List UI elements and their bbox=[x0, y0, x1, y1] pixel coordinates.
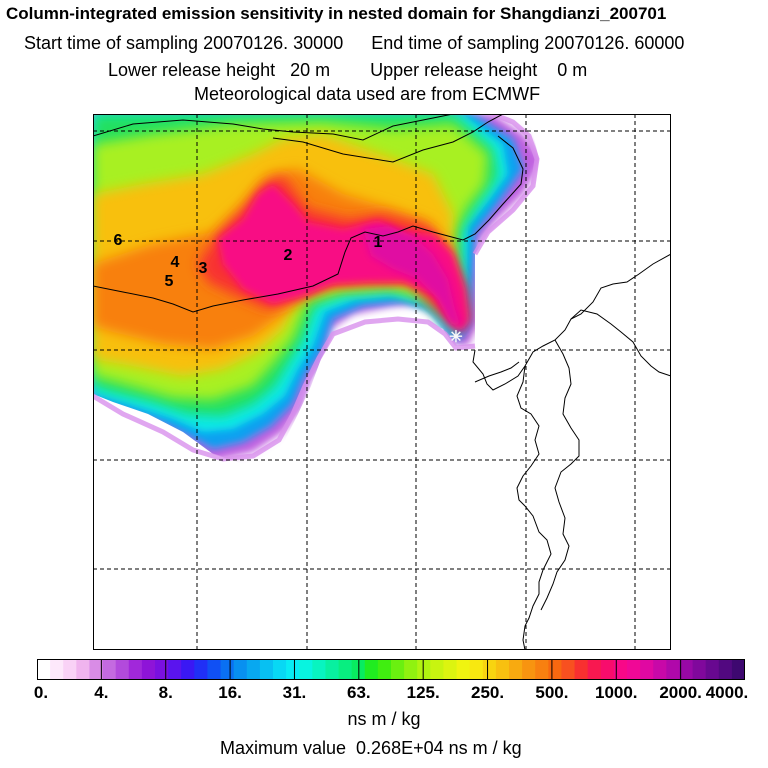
colorbar-cell bbox=[76, 659, 91, 680]
colorbar-tick-label: 500. bbox=[535, 683, 569, 702]
colorbar-cell bbox=[115, 659, 130, 680]
colorbar-tick-label: 31. bbox=[282, 683, 307, 702]
colorbar-cell bbox=[155, 659, 169, 680]
colorbar-cell bbox=[50, 659, 64, 680]
point-label-2: 2 bbox=[284, 247, 293, 264]
lower-release-label: Lower release height 20 m bbox=[108, 60, 331, 80]
colorbar-cell bbox=[286, 659, 300, 680]
coastlines bbox=[93, 114, 671, 650]
colorbar-cell bbox=[495, 659, 510, 680]
chart-title: Column-integrated emission sensitivity i… bbox=[6, 4, 667, 23]
colorbar-cell bbox=[338, 659, 353, 680]
start-time-label: Start time of sampling 20070126. 30000 bbox=[24, 33, 344, 53]
colorbar-cell bbox=[220, 659, 235, 680]
colorbar-cell bbox=[692, 659, 707, 680]
colorbar-cell bbox=[718, 659, 733, 680]
colorbar-cell bbox=[391, 659, 405, 680]
colorbar-tick-label: 8. bbox=[158, 683, 173, 702]
colorbar-cell bbox=[246, 659, 261, 680]
colorbar-cell bbox=[377, 659, 392, 680]
point-label-6: 6 bbox=[114, 232, 123, 249]
point-label-1: 1 bbox=[374, 234, 383, 251]
colorbar-cell bbox=[469, 659, 484, 680]
colorbar-cells bbox=[37, 659, 745, 680]
end-time-label: End time of sampling 20070126. 60000 bbox=[371, 33, 685, 53]
colorbar-cell bbox=[653, 659, 667, 680]
colorbar-cell bbox=[63, 659, 77, 680]
colorbar-cell bbox=[561, 659, 576, 680]
colorbar-cell bbox=[181, 659, 195, 680]
colorbar-cell bbox=[259, 659, 274, 680]
colorbar-cell bbox=[548, 659, 563, 680]
colorbar-cell bbox=[168, 659, 182, 680]
colorbar-cell bbox=[627, 659, 641, 680]
colorbar-tick-label: 4. bbox=[94, 683, 109, 702]
colorbar-cell bbox=[679, 659, 694, 680]
colorbar-cell bbox=[443, 659, 458, 680]
colorbar-tick-label: 63. bbox=[346, 683, 371, 702]
colorbar-cell bbox=[509, 659, 523, 680]
colorbar-cell bbox=[37, 659, 51, 680]
colorbar-cell bbox=[666, 659, 681, 680]
colorbar-cell bbox=[194, 659, 209, 680]
map-frame bbox=[93, 114, 671, 650]
colorbar-cell bbox=[207, 659, 222, 680]
colorbar-cell bbox=[456, 659, 471, 680]
release-height-line: Lower release height 20 m Upper release h… bbox=[108, 60, 587, 81]
colorbar-cell bbox=[600, 659, 615, 680]
colorbar-cell bbox=[325, 659, 340, 680]
colorbar-tick-label: 1000. bbox=[594, 683, 638, 702]
sensitivity-field bbox=[93, 114, 671, 650]
colorbar-frame bbox=[37, 659, 745, 680]
point-label-5: 5 bbox=[165, 273, 174, 290]
colorbar-cell bbox=[613, 659, 628, 680]
met-data-label: Meteorological data used are from ECMWF bbox=[194, 84, 541, 104]
colorbar-cell bbox=[430, 659, 445, 680]
upper-release-label: Upper release height 0 m bbox=[370, 60, 588, 80]
colorbar-tick-label: 2000. bbox=[659, 683, 702, 702]
colorbar bbox=[37, 659, 745, 680]
point-labels: 1 2 3 4 5 6 bbox=[114, 232, 383, 290]
colorbar-cell bbox=[233, 659, 248, 680]
colorbar-cell bbox=[404, 659, 418, 680]
colorbar-dividers bbox=[100, 659, 682, 680]
colorbar-cell bbox=[731, 659, 745, 680]
max-value-label: Maximum value 0.268E+04 ns m / kg bbox=[220, 738, 522, 758]
colorbar-cell bbox=[102, 659, 117, 680]
colorbar-cell bbox=[535, 659, 549, 680]
colorbar-cell bbox=[273, 659, 287, 680]
colorbar-tick-label: 250. bbox=[470, 683, 505, 702]
colorbar-cell bbox=[705, 659, 720, 680]
colorbar-tick-label: 0. bbox=[33, 683, 49, 702]
sensitivity-map: ✳ 1 2 3 4 5 6 bbox=[93, 114, 671, 650]
colorbar-tick-label: 125. bbox=[406, 683, 440, 702]
colorbar-cell bbox=[417, 659, 431, 680]
colorbar-cell bbox=[299, 659, 313, 680]
colorbar-tick-label: 16. bbox=[218, 683, 242, 702]
receptor-marker: ✳ bbox=[449, 329, 462, 346]
units-label: ns m / kg bbox=[347, 709, 421, 729]
colorbar-cell bbox=[640, 659, 654, 680]
point-label-4: 4 bbox=[171, 254, 180, 271]
colorbar-cell bbox=[587, 659, 602, 680]
point-label-3: 3 bbox=[199, 260, 208, 277]
colorbar-cell bbox=[312, 659, 327, 680]
colorbar-cell bbox=[482, 659, 497, 680]
colorbar-cell bbox=[128, 659, 143, 680]
sampling-time-line: Start time of sampling 20070126. 30000 En… bbox=[24, 33, 684, 54]
colorbar-cell bbox=[522, 659, 536, 680]
colorbar-tick-label: 4000. bbox=[705, 683, 749, 702]
colorbar-cell bbox=[364, 659, 379, 680]
colorbar-cell bbox=[574, 659, 589, 680]
colorbar-cell bbox=[141, 659, 156, 680]
colorbar-cell bbox=[89, 659, 104, 680]
